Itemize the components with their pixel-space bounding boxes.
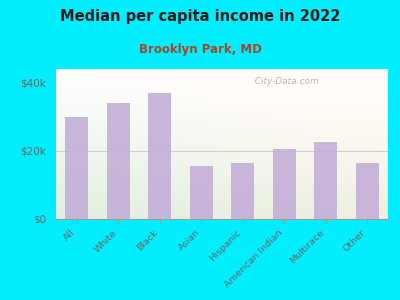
Text: Median per capita income in 2022: Median per capita income in 2022 [60, 9, 340, 24]
Bar [107, 103, 130, 219]
Text: City-Data.com: City-Data.com [248, 76, 318, 85]
Bar [314, 142, 337, 219]
Bar [356, 163, 379, 219]
Bar [231, 163, 254, 219]
Bar [273, 149, 296, 219]
Text: Brooklyn Park, MD: Brooklyn Park, MD [138, 44, 262, 56]
Bar [148, 93, 171, 219]
Bar [65, 117, 88, 219]
Bar [190, 166, 213, 219]
